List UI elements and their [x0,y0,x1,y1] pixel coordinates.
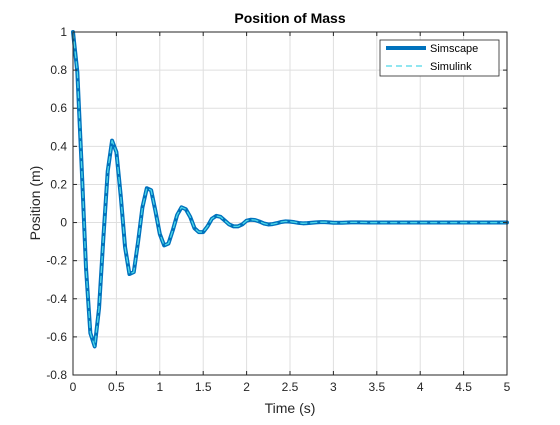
y-tick-label: 0 [60,216,67,230]
legend-label-simscape: Simscape [430,43,478,55]
series-layer [71,30,509,349]
x-tick-label: 0 [70,380,77,394]
y-tick-label: -0.2 [46,254,67,268]
y-tick-label: 0.4 [50,139,67,153]
x-tick-label: 3 [330,380,337,394]
y-tick-label: -0.8 [46,368,67,382]
x-tick-label: 1 [156,380,163,394]
y-tick-label: 1 [60,25,67,39]
y-tick-label: 0.6 [50,101,67,115]
x-tick-label: 3.5 [368,380,385,394]
x-tick-label: 1.5 [195,380,212,394]
legend-label-simulink: Simulink [430,61,472,73]
legend: Simscape Simulink [379,39,500,77]
x-tick-label: 4 [417,380,424,394]
y-tick-label: -0.6 [46,330,67,344]
ticks: 0 0.5 1 1.5 2 2.5 3 3.5 4 4.5 5 -0.8 -0.6 -0.4 -0.2 0 0.… [46,25,510,394]
y-tick-label: 0.2 [50,177,67,191]
y-axis-label: Position (m) [27,166,43,241]
x-tick-label: 2.5 [282,380,299,394]
x-tick-label: 4.5 [455,380,472,394]
x-tick-label: 0.5 [108,380,125,394]
y-tick-label: -0.4 [46,292,67,306]
x-tick-label: 5 [504,380,511,394]
series-line-simulink [72,31,508,348]
x-tick-label: 2 [243,380,250,394]
chart-title: Position of Mass [234,10,345,26]
y-tick-label: 0.8 [50,63,67,77]
x-axis-label: Time (s) [265,400,316,416]
